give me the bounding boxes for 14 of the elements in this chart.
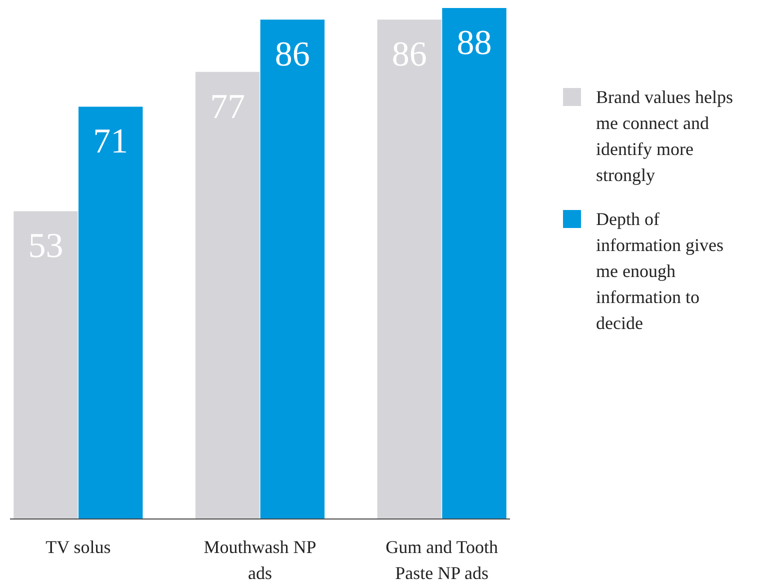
x-tick-label: TV solus bbox=[46, 537, 111, 557]
bar bbox=[377, 20, 442, 519]
x-tick-label: Mouthwash NP ads bbox=[204, 537, 316, 583]
x-tick-label: Gum and Tooth Paste NP ads bbox=[386, 537, 498, 583]
legend-label: Depth of information gives me enough information to decide bbox=[596, 209, 724, 333]
data-label: 71 bbox=[93, 122, 128, 161]
bar bbox=[78, 106, 143, 519]
data-label: 86 bbox=[274, 34, 310, 74]
bar bbox=[14, 211, 78, 519]
bar bbox=[442, 8, 506, 519]
data-label: 88 bbox=[456, 23, 492, 62]
legend-label: Brand values helps me connect and identify more strongly bbox=[596, 87, 733, 185]
bar bbox=[260, 20, 325, 519]
bar bbox=[195, 72, 260, 519]
